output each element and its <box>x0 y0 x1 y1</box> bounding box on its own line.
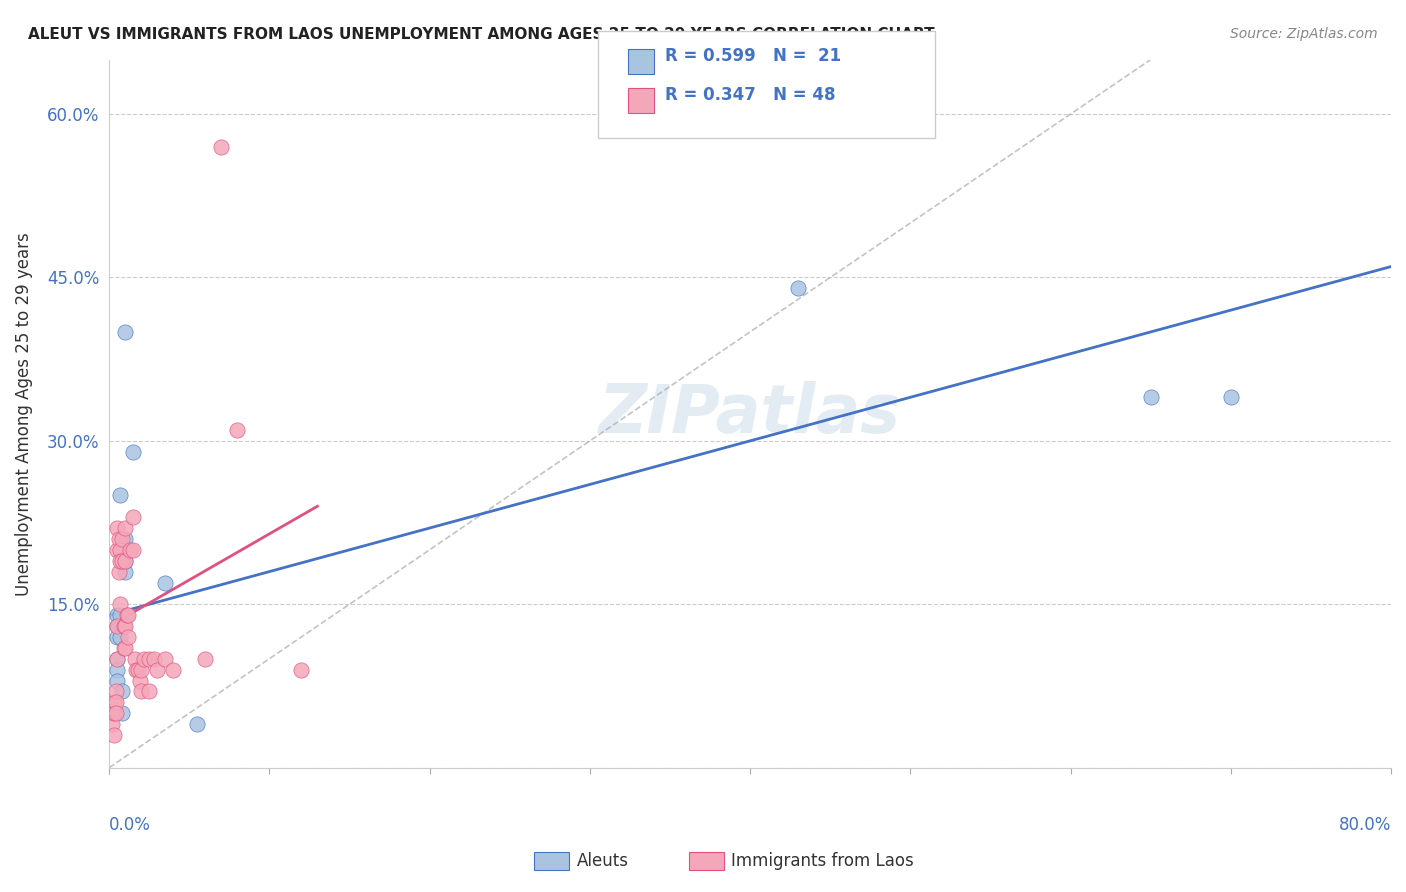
Point <box>107 532 129 546</box>
Point <box>138 684 160 698</box>
Point <box>110 630 132 644</box>
Point <box>103 728 125 742</box>
Point <box>110 542 132 557</box>
Point <box>143 652 166 666</box>
Point <box>129 663 152 677</box>
Point <box>105 673 128 688</box>
Point <box>105 542 128 557</box>
Point <box>1219 390 1241 404</box>
Point <box>127 663 149 677</box>
Text: Aleuts: Aleuts <box>576 852 628 870</box>
Text: ALEUT VS IMMIGRANTS FROM LAOS UNEMPLOYMENT AMONG AGES 25 TO 29 YEARS CORRELATION: ALEUT VS IMMIGRANTS FROM LAOS UNEMPLOYME… <box>28 27 935 42</box>
Point <box>117 608 139 623</box>
Point <box>105 663 128 677</box>
Point <box>114 554 136 568</box>
Point <box>114 640 136 655</box>
Point <box>124 652 146 666</box>
Point <box>105 619 128 633</box>
Point <box>114 619 136 633</box>
Point <box>125 663 148 677</box>
Point <box>122 510 145 524</box>
Point <box>186 717 208 731</box>
Point <box>118 542 141 557</box>
Point <box>153 652 176 666</box>
Point <box>111 532 134 546</box>
Point <box>105 630 128 644</box>
Point <box>114 325 136 339</box>
Point <box>104 706 127 721</box>
Point <box>110 597 132 611</box>
Point <box>111 684 134 698</box>
Point <box>209 140 232 154</box>
Point <box>153 575 176 590</box>
Point <box>110 554 132 568</box>
Point <box>138 652 160 666</box>
Point <box>115 608 138 623</box>
Point <box>122 444 145 458</box>
Text: Source: ZipAtlas.com: Source: ZipAtlas.com <box>1230 27 1378 41</box>
Point <box>114 554 136 568</box>
Point <box>114 521 136 535</box>
Point <box>114 565 136 579</box>
Point <box>107 565 129 579</box>
Point <box>110 488 132 502</box>
Text: R = 0.347   N = 48: R = 0.347 N = 48 <box>665 87 835 104</box>
Point <box>117 630 139 644</box>
Point <box>103 706 125 721</box>
Point <box>787 281 810 295</box>
Text: 0.0%: 0.0% <box>110 816 150 834</box>
Point <box>104 684 127 698</box>
Point <box>104 695 127 709</box>
Point <box>114 532 136 546</box>
Y-axis label: Unemployment Among Ages 25 to 29 years: Unemployment Among Ages 25 to 29 years <box>15 232 32 596</box>
Text: R = 0.599   N =  21: R = 0.599 N = 21 <box>665 47 841 65</box>
Point <box>128 673 150 688</box>
Point <box>105 619 128 633</box>
Text: 80.0%: 80.0% <box>1339 816 1391 834</box>
Point <box>101 717 124 731</box>
Point <box>111 706 134 721</box>
Point <box>226 423 249 437</box>
Point <box>122 542 145 557</box>
Point <box>146 663 169 677</box>
Point <box>101 706 124 721</box>
Point <box>105 608 128 623</box>
Point <box>194 652 217 666</box>
Point <box>162 663 184 677</box>
Point <box>103 695 125 709</box>
Point <box>105 521 128 535</box>
Point <box>290 663 312 677</box>
Point <box>129 684 152 698</box>
Point <box>112 619 135 633</box>
Point <box>105 652 128 666</box>
Point <box>1139 390 1161 404</box>
Text: Immigrants from Laos: Immigrants from Laos <box>731 852 914 870</box>
Text: ZIPatlas: ZIPatlas <box>599 381 901 447</box>
Point <box>110 608 132 623</box>
Point <box>134 652 156 666</box>
Point <box>112 640 135 655</box>
Point <box>105 652 128 666</box>
Point <box>111 554 134 568</box>
